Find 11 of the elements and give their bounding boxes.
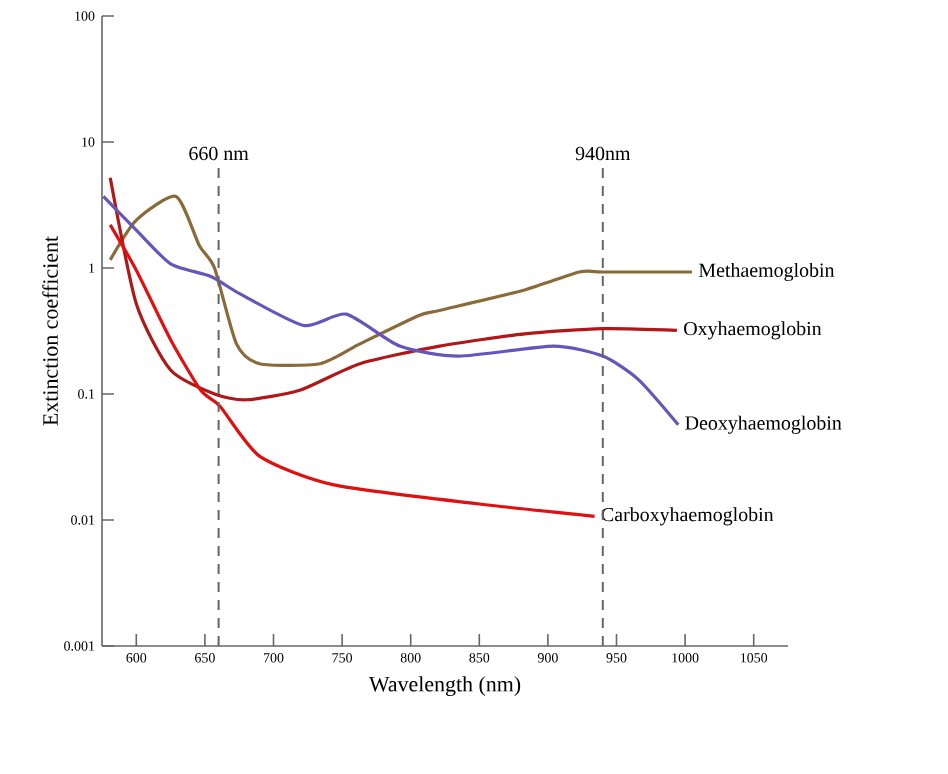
series-label: Carboxyhaemoglobin bbox=[601, 507, 774, 526]
line-series bbox=[101, 194, 680, 427]
series-label: Deoxyhaemoglobin bbox=[685, 415, 842, 434]
x-axis-title: Wavelength (nm) bbox=[368, 676, 521, 697]
line-series bbox=[108, 223, 597, 518]
ref-line-label: 940nm bbox=[575, 146, 631, 161]
y-axis-title: Extinction coefficient bbox=[42, 236, 58, 426]
ref-line-label: 660 nm bbox=[189, 146, 249, 161]
series-label: Oxyhaemoglobin bbox=[684, 321, 822, 340]
line-series bbox=[108, 176, 679, 402]
series-label: Methaemoglobin bbox=[698, 262, 835, 282]
